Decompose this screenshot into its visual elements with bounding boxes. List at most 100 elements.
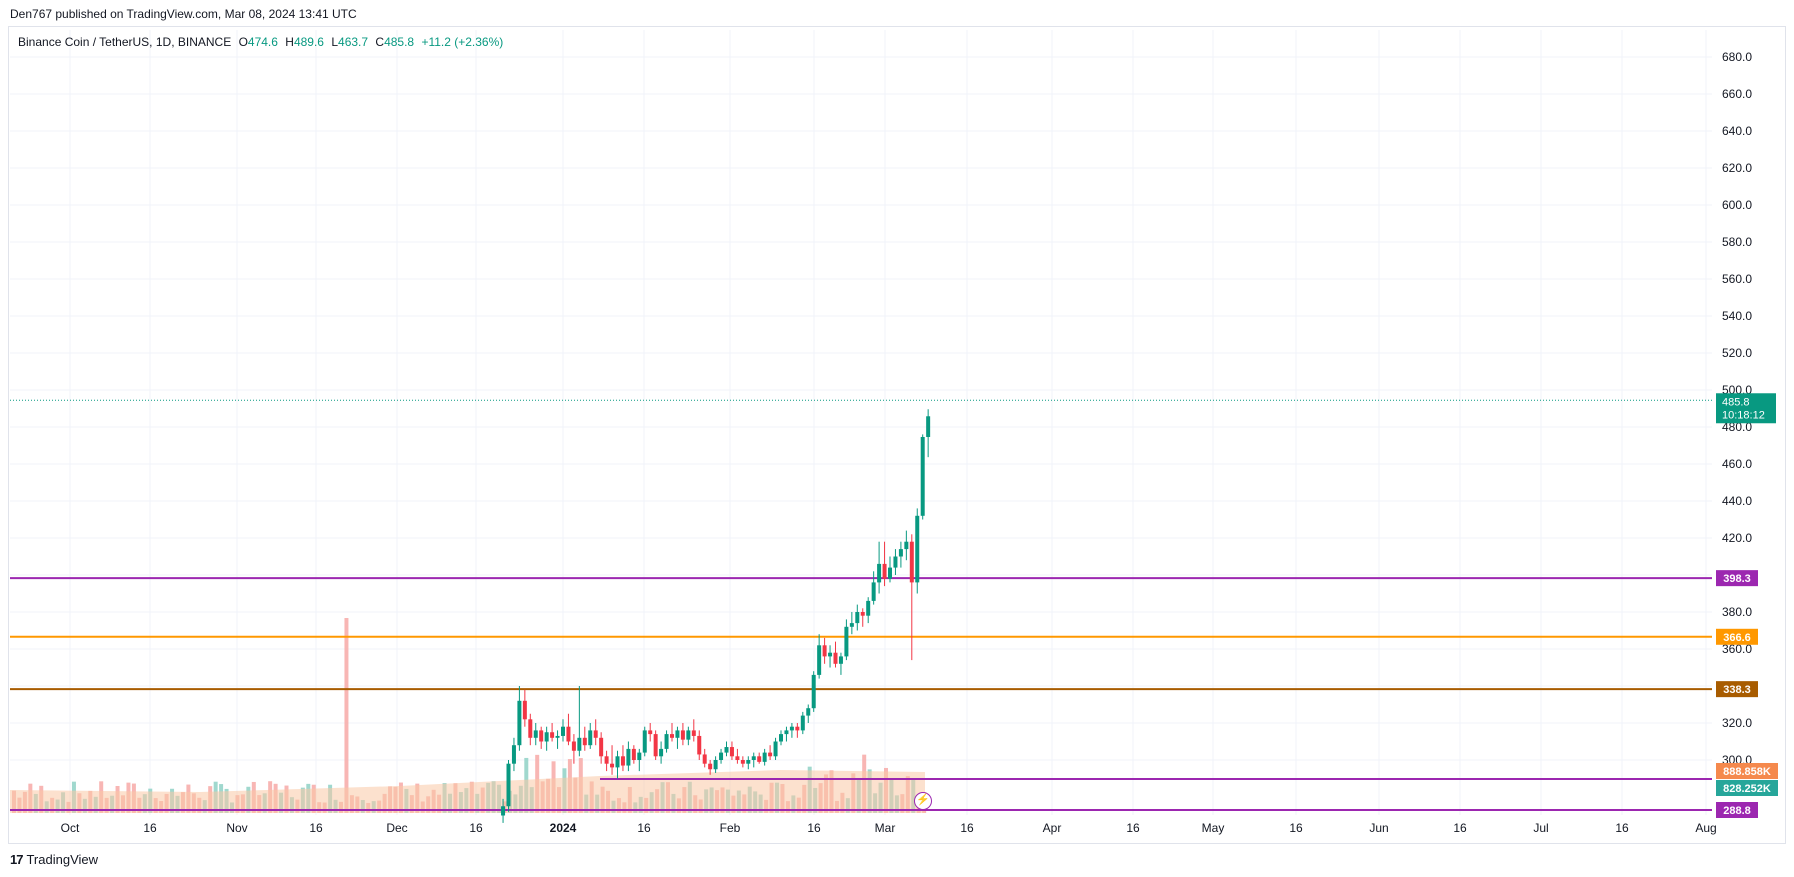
x-tick-label: 16 <box>1289 821 1303 835</box>
candle <box>849 612 854 635</box>
candle-body <box>599 737 604 757</box>
candle-body <box>620 756 625 766</box>
candle <box>686 726 691 746</box>
x-tick-label: Feb <box>720 821 741 835</box>
lightning-icon[interactable]: ⚡ <box>914 792 932 810</box>
candle-body <box>909 541 914 583</box>
candle-body <box>626 748 631 766</box>
open-value: 474.6 <box>247 35 278 49</box>
volume-label: 888.858K <box>1723 766 1771 778</box>
candle-body <box>708 763 713 770</box>
candle-body <box>904 541 909 550</box>
candle-body <box>893 556 898 568</box>
candle-body <box>675 730 680 738</box>
symbol-legend: Binance Coin / TetherUS, 1D, BINANCE O47… <box>18 35 507 49</box>
x-tick-label: Jul <box>1533 821 1548 835</box>
candle-body <box>501 806 506 816</box>
x-tick-label: 2024 <box>550 821 577 835</box>
volume-label-tag <box>1716 763 1778 779</box>
high-label: H <box>285 35 294 49</box>
y-tick-label: 360.0 <box>1722 642 1752 656</box>
candle-body <box>871 582 876 601</box>
candle <box>724 741 729 757</box>
candle-body <box>631 748 636 760</box>
candle <box>838 652 843 675</box>
candle-body <box>833 652 838 664</box>
candle <box>610 745 615 775</box>
candle <box>675 726 680 749</box>
candle-body <box>920 436 925 516</box>
open-label: O <box>238 35 248 49</box>
y-tick-label: 620.0 <box>1722 161 1752 175</box>
candle <box>615 750 620 779</box>
candle <box>539 726 544 749</box>
x-tick-label: Mar <box>875 821 896 835</box>
candle-body <box>800 715 805 731</box>
candle <box>713 756 718 773</box>
volume-label: 828.252K <box>1723 783 1771 795</box>
candle-body <box>571 741 576 751</box>
candle <box>866 597 871 624</box>
candle-body <box>757 756 762 762</box>
candle-body <box>740 760 745 764</box>
x-tick-label: Dec <box>386 821 407 835</box>
published-line: Den767 published on TradingView.com, Mar… <box>10 7 357 21</box>
candle <box>751 752 756 768</box>
tradingview-logo-icon: 17 <box>10 852 24 867</box>
candle-body <box>719 752 724 760</box>
price-level-tag <box>1716 681 1758 698</box>
candle <box>664 730 669 753</box>
candle-body <box>544 732 549 742</box>
candle-body <box>926 416 931 437</box>
candle-body <box>713 760 718 770</box>
candle <box>620 745 625 772</box>
price-level-label: 288.8 <box>1723 805 1751 817</box>
x-tick-label: Jun <box>1369 821 1388 835</box>
x-tick-label: 16 <box>143 821 157 835</box>
close-value: 485.8 <box>384 35 415 49</box>
candle <box>637 748 642 772</box>
candle <box>691 719 696 742</box>
candle <box>653 730 658 760</box>
candle-body <box>789 726 794 731</box>
candle <box>904 530 909 561</box>
price-level-label: 398.3 <box>1723 573 1751 585</box>
candle <box>501 798 506 823</box>
candle-body <box>664 734 669 749</box>
candle-body <box>522 700 527 720</box>
candle-body <box>877 563 882 583</box>
volume-ma-band <box>10 770 925 813</box>
candle <box>844 619 849 661</box>
y-tick-label: 320.0 <box>1722 716 1752 730</box>
candle <box>806 704 811 723</box>
candle <box>659 741 664 764</box>
candle <box>909 534 914 661</box>
candle <box>833 641 838 668</box>
candle <box>528 713 533 746</box>
candle-body <box>582 737 587 746</box>
candle <box>800 711 805 735</box>
candle <box>768 745 773 760</box>
candle <box>577 686 582 757</box>
candle <box>544 726 549 751</box>
candle-body <box>915 515 920 583</box>
y-tick-label: 600.0 <box>1722 198 1752 212</box>
candle-body <box>817 645 822 675</box>
candle-body <box>779 734 783 742</box>
candle <box>670 723 674 742</box>
candle-body <box>882 563 887 579</box>
x-tick-label: 16 <box>1615 821 1629 835</box>
candle <box>626 741 631 772</box>
candle <box>555 730 560 749</box>
candle <box>729 741 734 760</box>
candle <box>648 723 653 742</box>
y-tick-label: 460.0 <box>1722 457 1752 471</box>
candle <box>762 748 767 766</box>
candle-body <box>648 730 653 735</box>
x-tick-label: 16 <box>309 821 323 835</box>
candle-body <box>506 763 511 807</box>
current-price-label: 485.8 <box>1722 396 1750 408</box>
x-tick-label: Aug <box>1695 821 1716 835</box>
candle-body <box>566 726 571 742</box>
